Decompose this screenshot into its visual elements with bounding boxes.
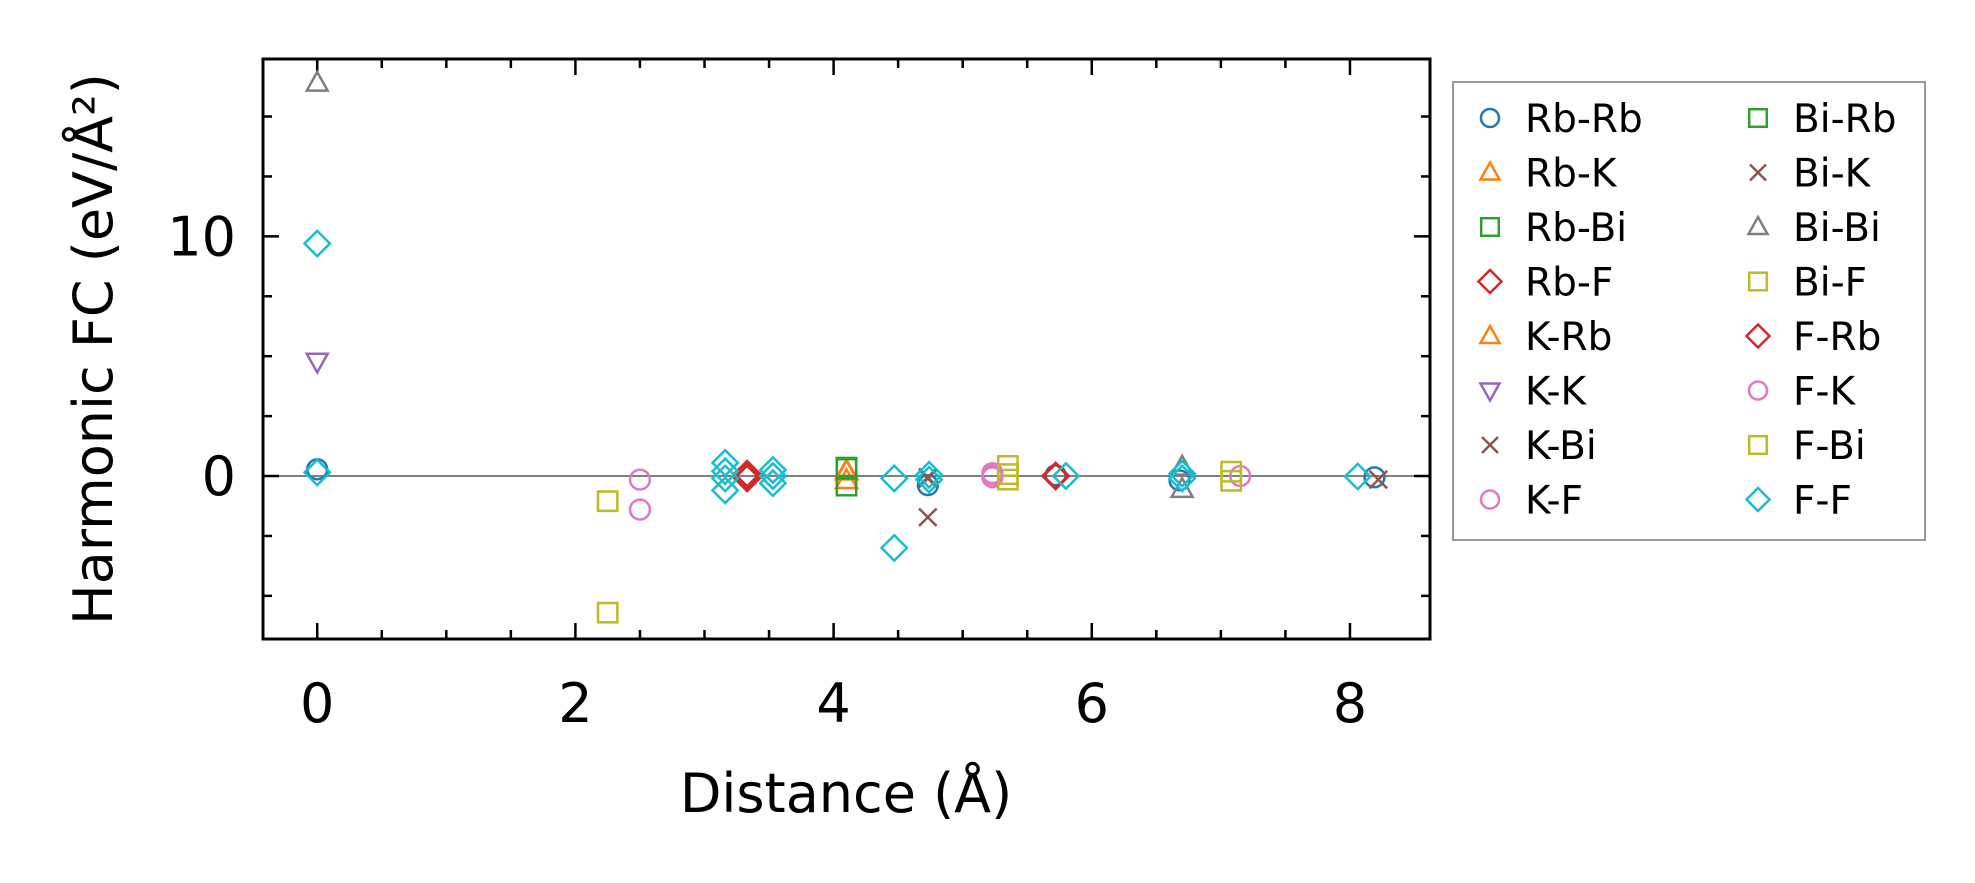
tick-labels: 0 2 4 6 8 0 10 bbox=[167, 205, 1367, 735]
legend-marker-f-k bbox=[1747, 380, 1769, 401]
point-f-k bbox=[981, 464, 1004, 487]
point-f-f bbox=[710, 464, 740, 493]
point-k-f bbox=[628, 468, 652, 491]
legend-marker-bi-bi bbox=[1746, 214, 1770, 236]
data-points bbox=[302, 69, 1389, 624]
series-bi-bi bbox=[304, 69, 1195, 499]
legend-label-rb-rb: Rb-Rb bbox=[1525, 97, 1643, 142]
point-rb-f bbox=[732, 464, 762, 493]
legend-marker-k-rb bbox=[1478, 323, 1502, 345]
x-tick-label: 8 bbox=[1333, 672, 1367, 735]
point-f-f bbox=[302, 458, 332, 487]
point-f-f bbox=[1167, 459, 1197, 489]
point-f-f bbox=[710, 448, 740, 478]
point-rb-bi bbox=[835, 474, 858, 497]
point-k-k bbox=[304, 352, 330, 376]
legend-label-rb-bi: Rb-Bi bbox=[1525, 206, 1627, 251]
series-bi-rb bbox=[835, 457, 858, 480]
point-bi-f bbox=[596, 490, 619, 513]
point-f-bi bbox=[996, 463, 1019, 486]
legend-marker-rb-f bbox=[1476, 268, 1504, 295]
point-f-f bbox=[758, 455, 788, 485]
y-tick-label: 10 bbox=[167, 205, 236, 268]
legend-label-bi-k: Bi-K bbox=[1793, 152, 1872, 197]
series-f-k bbox=[981, 464, 1004, 487]
point-k-bi bbox=[918, 507, 938, 527]
legend-marker-rb-k bbox=[1478, 159, 1502, 181]
point-f-f bbox=[758, 468, 788, 498]
legend-marker-f-bi bbox=[1747, 434, 1769, 456]
legend-label-k-k: K-K bbox=[1525, 370, 1588, 415]
legend-marker-f-f bbox=[1744, 486, 1772, 513]
y-tick-label: 0 bbox=[202, 445, 236, 508]
point-f-f bbox=[758, 461, 788, 491]
x-tick-label: 4 bbox=[816, 672, 850, 735]
point-bi-rb bbox=[835, 457, 858, 480]
legend-label-f-bi: F-Bi bbox=[1793, 424, 1866, 469]
legend-label-rb-k: Rb-K bbox=[1525, 152, 1618, 197]
series-f-bi bbox=[996, 463, 1019, 486]
point-f-f bbox=[914, 460, 944, 490]
legend-marker-rb-rb bbox=[1479, 107, 1501, 129]
series-f-f bbox=[302, 229, 1373, 563]
legend-label-f-k: F-K bbox=[1793, 370, 1857, 415]
point-rb-rb bbox=[1363, 466, 1386, 489]
point-k-bi bbox=[1368, 469, 1389, 490]
legend-marker-k-k bbox=[1478, 382, 1502, 404]
plot-frame bbox=[261, 57, 1432, 641]
x-axis-title: Distance (Å) bbox=[680, 761, 1012, 825]
point-f-rb bbox=[1041, 462, 1071, 491]
point-bi-bi bbox=[304, 69, 330, 92]
legend-marker-k-bi bbox=[1481, 436, 1499, 454]
legend-label-f-rb: F-Rb bbox=[1793, 315, 1881, 360]
point-f-f bbox=[1167, 464, 1197, 493]
series-k-bi bbox=[918, 468, 1389, 527]
series-k-k bbox=[304, 352, 330, 376]
legend-frame bbox=[1452, 81, 1926, 541]
legend-marker-k-f bbox=[1479, 489, 1501, 510]
point-f-f bbox=[914, 465, 944, 495]
legend-marker-bi-f bbox=[1747, 271, 1769, 292]
legend-marker-bi-rb bbox=[1747, 107, 1769, 129]
legend-label-rb-f: Rb-F bbox=[1525, 261, 1613, 306]
legend-label-bi-rb: Bi-Rb bbox=[1793, 97, 1897, 142]
x-tick-label: 2 bbox=[558, 672, 592, 735]
legend-marker-bi-k bbox=[1749, 163, 1767, 182]
legend-marker-f-rb bbox=[1744, 322, 1772, 350]
point-f-f bbox=[710, 456, 740, 486]
axis-ticks bbox=[263, 59, 1430, 639]
y-axis-title: Harmonic FC (eV/Å²) bbox=[61, 73, 125, 625]
point-bi-f bbox=[1220, 469, 1243, 492]
point-f-f bbox=[710, 475, 740, 505]
legend-marker-rb-bi bbox=[1479, 216, 1501, 238]
legend-label-k-bi: K-Bi bbox=[1525, 424, 1597, 469]
series-rb-bi bbox=[835, 456, 858, 497]
legend-label-k-f: K-F bbox=[1525, 479, 1583, 524]
point-f-f bbox=[879, 533, 909, 563]
point-bi-f bbox=[596, 601, 619, 624]
point-f-f bbox=[1051, 461, 1081, 491]
point-k-f bbox=[628, 498, 652, 521]
point-f-f bbox=[302, 229, 332, 258]
point-f-f bbox=[1343, 462, 1373, 491]
legend: Rb-Rb Rb-K Rb-Bi Rb-F K-Rb K-K K-Bi K-F Bi-Rb Bi-… bbox=[1452, 81, 1926, 541]
x-tick-label: 6 bbox=[1075, 672, 1109, 735]
legend-label-k-rb: K-Rb bbox=[1525, 315, 1612, 360]
point-rb-f bbox=[732, 459, 762, 489]
legend-label-f-f: F-F bbox=[1793, 479, 1852, 524]
point-f-f bbox=[879, 464, 909, 493]
legend-label-bi-bi: Bi-Bi bbox=[1793, 206, 1881, 251]
legend-label-bi-f: Bi-F bbox=[1793, 261, 1867, 306]
x-tick-label: 0 bbox=[300, 672, 334, 735]
